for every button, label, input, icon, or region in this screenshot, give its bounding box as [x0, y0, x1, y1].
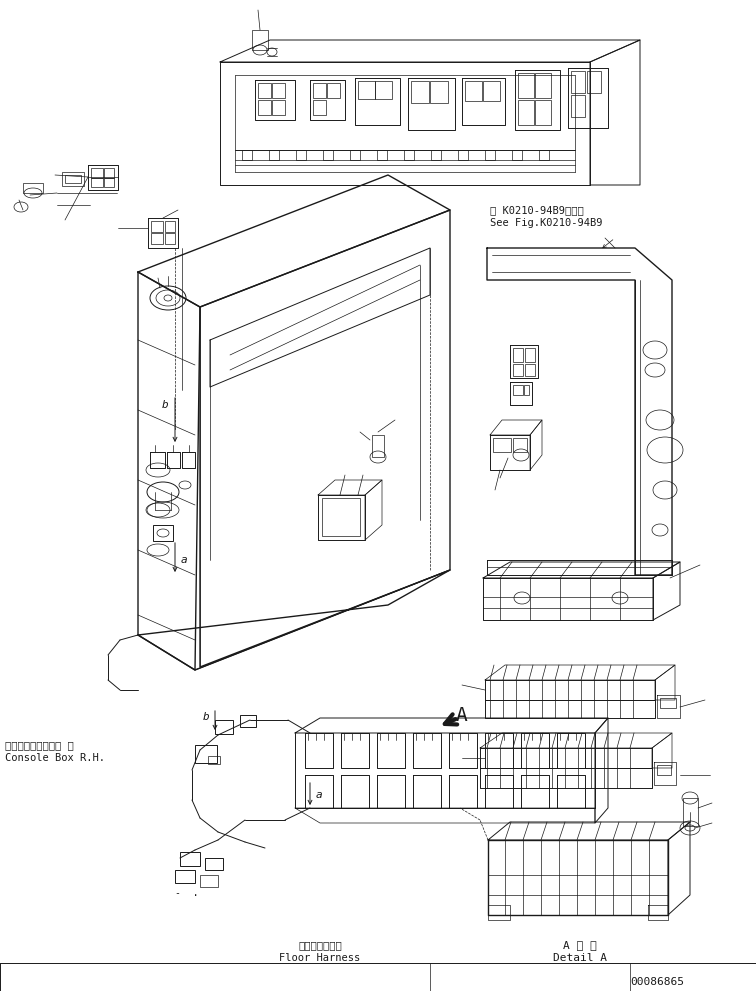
Bar — [513, 348, 523, 362]
Bar — [513, 438, 527, 452]
Bar — [240, 715, 256, 727]
Bar — [372, 435, 384, 457]
Text: See Fig.K0210-94B9: See Fig.K0210-94B9 — [490, 218, 603, 228]
Bar — [539, 150, 549, 160]
Bar — [205, 858, 223, 870]
Bar — [180, 852, 200, 866]
Text: A: A — [456, 706, 468, 725]
Bar — [377, 150, 387, 160]
Bar — [327, 83, 340, 98]
Bar — [513, 385, 523, 395]
Bar — [458, 150, 468, 160]
Text: 00086865: 00086865 — [630, 977, 684, 987]
Bar — [493, 438, 511, 452]
Bar — [657, 765, 671, 775]
Bar — [513, 364, 523, 376]
Text: a: a — [181, 555, 187, 565]
Bar — [215, 720, 233, 734]
Bar — [313, 100, 326, 115]
Bar — [269, 150, 279, 160]
Text: -  .: - . — [175, 888, 199, 898]
Bar — [165, 233, 175, 244]
Bar — [485, 150, 495, 160]
Bar — [571, 95, 585, 117]
Bar — [195, 745, 217, 763]
Text: a: a — [316, 790, 323, 800]
Bar — [525, 364, 535, 376]
Bar — [535, 100, 551, 125]
Bar — [65, 175, 81, 183]
Text: Floor Harness: Floor Harness — [280, 953, 361, 963]
Bar — [104, 178, 114, 187]
Bar — [165, 221, 175, 232]
Bar — [313, 83, 326, 98]
Bar — [242, 150, 252, 160]
Bar — [62, 172, 84, 186]
Bar — [272, 83, 285, 98]
Bar — [525, 348, 535, 362]
Bar — [465, 81, 482, 101]
Bar — [200, 875, 218, 887]
Bar — [151, 221, 163, 232]
Bar — [518, 100, 534, 125]
Bar — [535, 73, 551, 98]
Bar — [104, 168, 114, 178]
Bar — [323, 150, 333, 160]
Bar — [296, 150, 306, 160]
Bar — [660, 698, 676, 708]
Text: Console Box R.H.: Console Box R.H. — [5, 753, 105, 763]
Bar — [411, 81, 429, 103]
Bar — [512, 150, 522, 160]
Text: b: b — [162, 400, 169, 410]
Bar — [272, 100, 285, 115]
Bar — [258, 83, 271, 98]
Bar — [350, 150, 360, 160]
Bar — [683, 798, 698, 826]
Text: フロアハーネス: フロアハーネス — [298, 940, 342, 950]
Text: 第 K0210-94B9図参照: 第 K0210-94B9図参照 — [490, 205, 584, 215]
Bar — [587, 71, 601, 93]
Bar — [151, 233, 163, 244]
Bar — [431, 150, 441, 160]
Text: A 詳 細: A 詳 細 — [563, 940, 597, 950]
Bar — [258, 100, 271, 115]
Bar — [518, 73, 534, 98]
Bar — [91, 178, 103, 187]
Bar — [322, 498, 360, 536]
Text: Detail A: Detail A — [553, 953, 607, 963]
Bar — [483, 81, 500, 101]
Bar — [430, 81, 448, 103]
Text: コンソールボックス 右: コンソールボックス 右 — [5, 740, 74, 750]
Bar — [23, 183, 43, 193]
Bar — [571, 71, 585, 93]
Bar — [375, 81, 392, 99]
Bar — [175, 870, 195, 883]
Bar — [208, 756, 220, 764]
Bar — [252, 30, 268, 50]
Bar — [524, 385, 529, 395]
Bar — [358, 81, 375, 99]
Text: b: b — [203, 712, 209, 722]
Bar — [153, 525, 173, 541]
Bar — [404, 150, 414, 160]
Bar — [91, 168, 103, 178]
